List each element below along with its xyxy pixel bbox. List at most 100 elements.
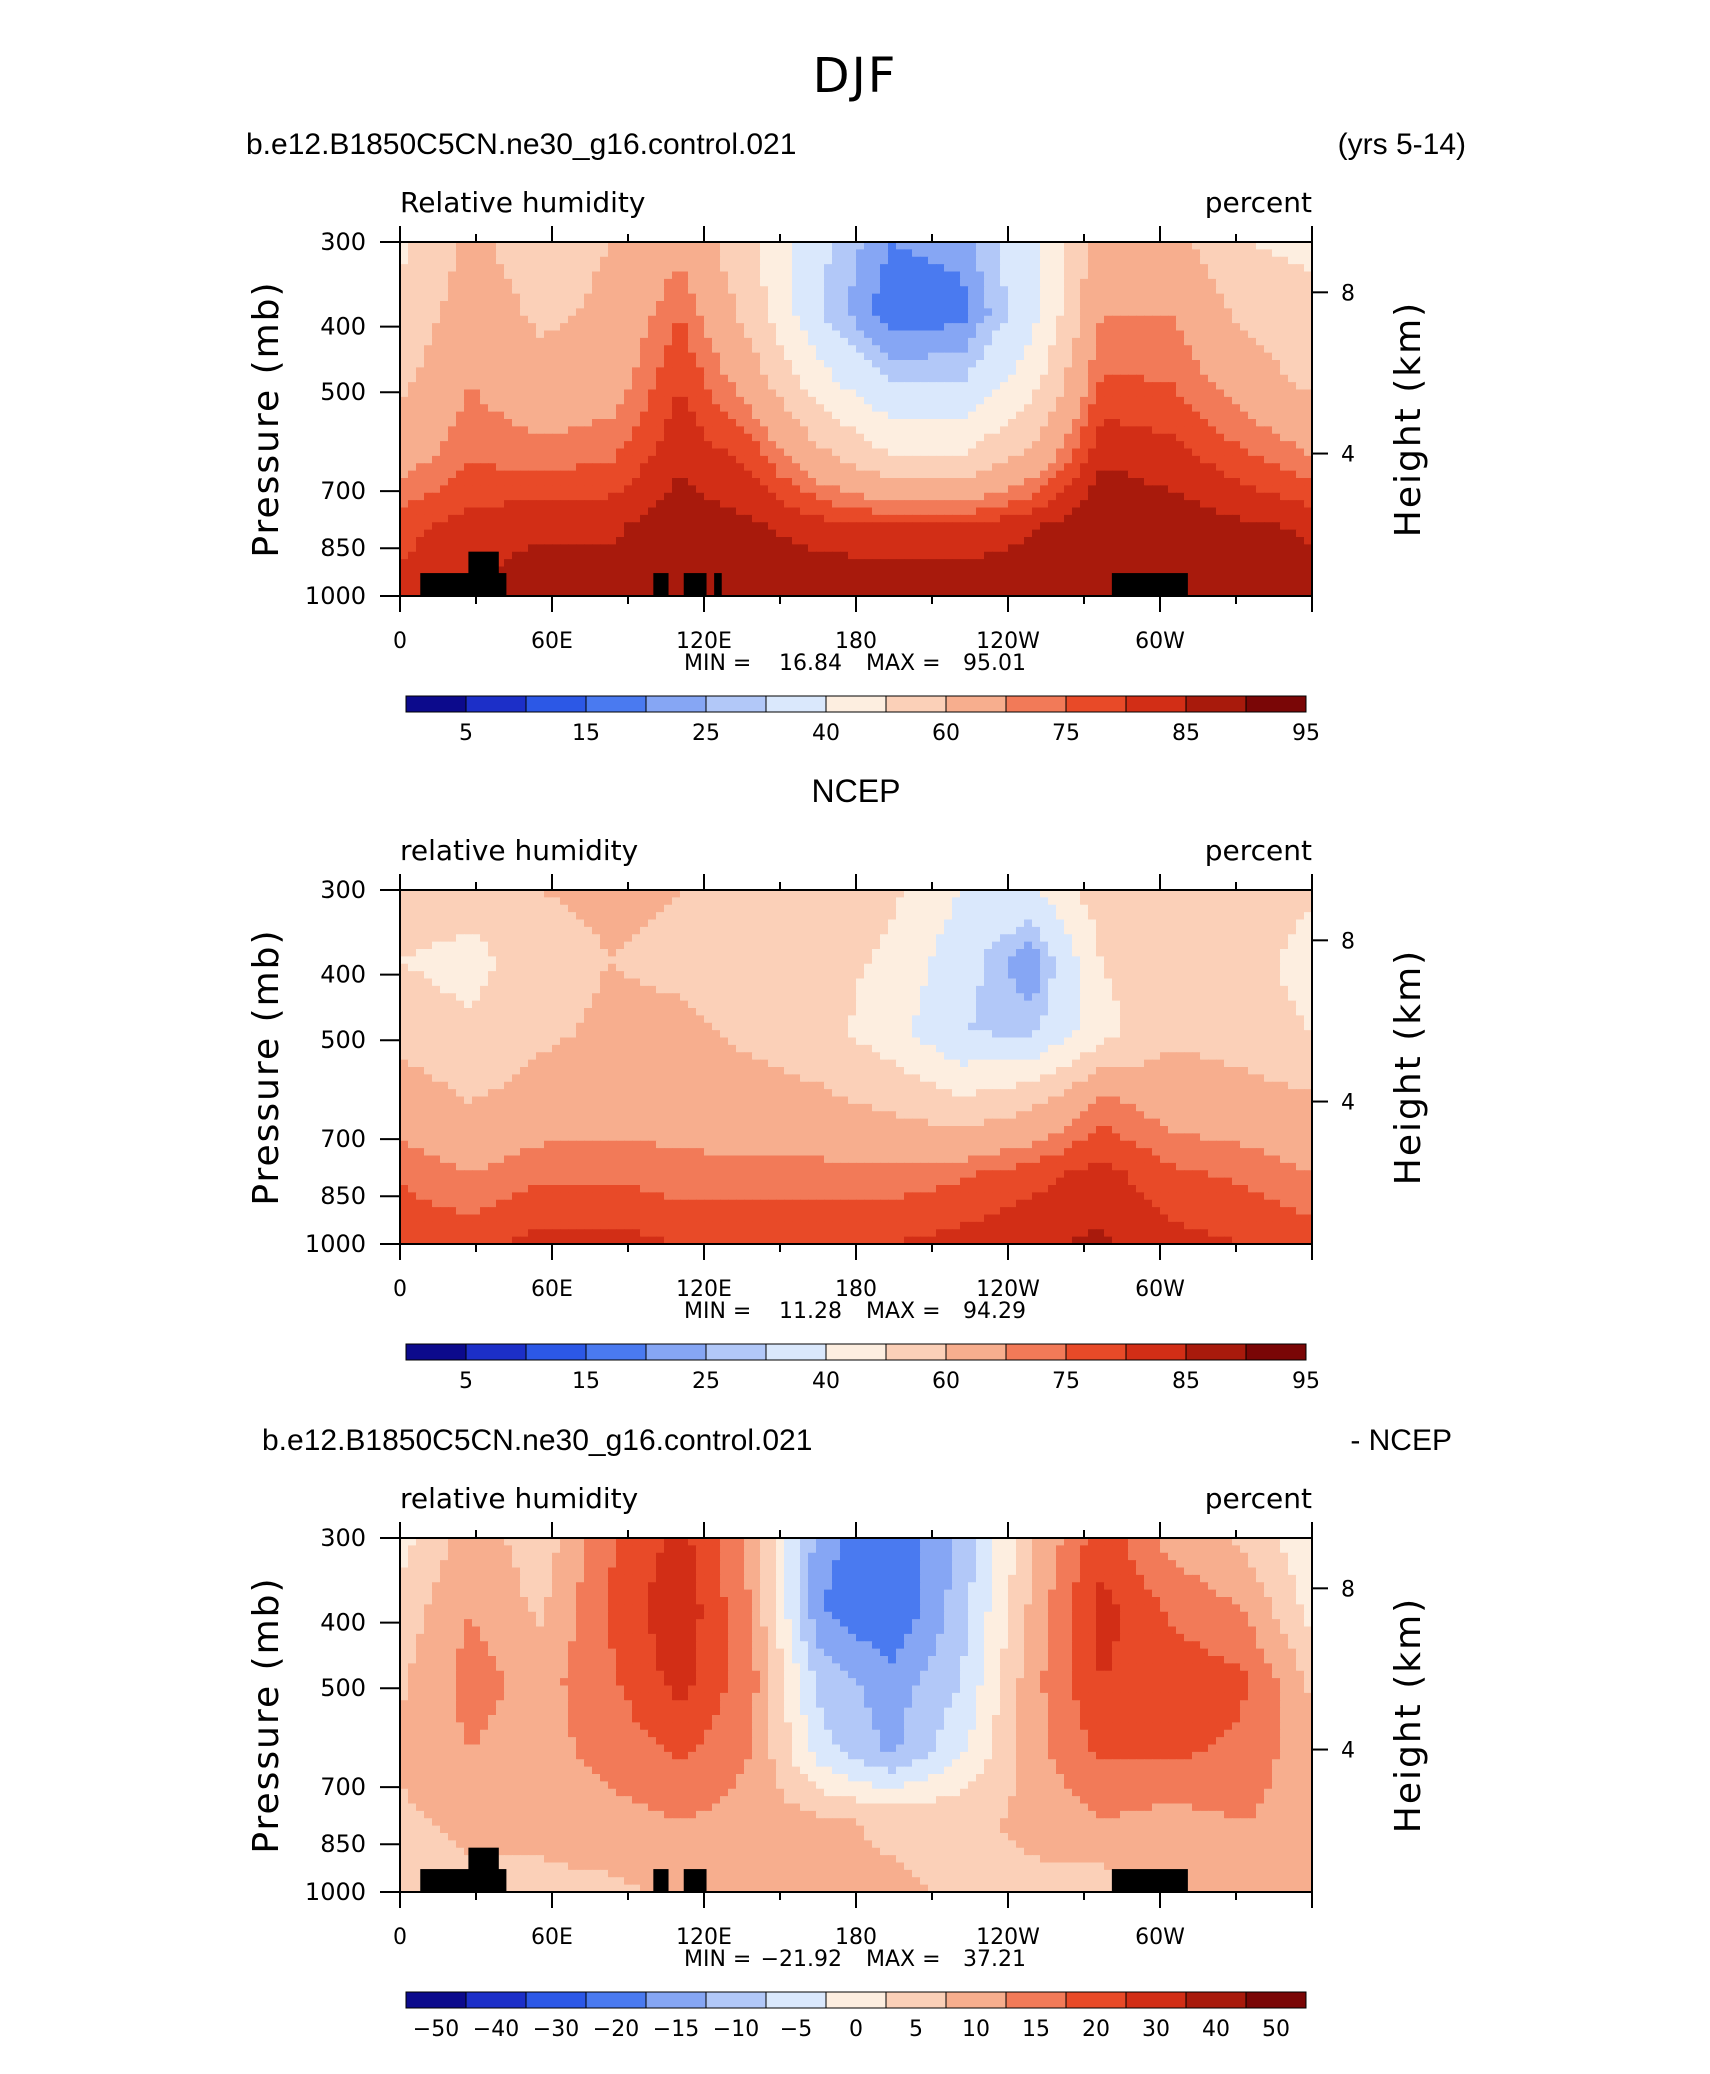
- contour-cell: [552, 264, 561, 273]
- contour-cell: [544, 529, 553, 538]
- contour-cell: [1088, 286, 1097, 295]
- contour-cell: [744, 492, 753, 501]
- contour-cell: [528, 323, 537, 332]
- contour-cell: [1264, 537, 1273, 545]
- contour-cell: [536, 323, 545, 332]
- contour-cell: [616, 551, 625, 560]
- contour-cell: [512, 433, 521, 442]
- contour-cell: [432, 264, 441, 273]
- contour-cell: [1264, 500, 1273, 509]
- contour-cell: [624, 478, 633, 486]
- contour-cell: [704, 514, 713, 523]
- contour-cell: [800, 463, 809, 472]
- contour-cell: [872, 352, 881, 361]
- contour-cell: [1216, 301, 1225, 309]
- contour-cell: [664, 330, 673, 339]
- contour-cell: [736, 470, 745, 479]
- contour-cell: [688, 256, 697, 265]
- contour-cell: [1008, 293, 1017, 302]
- contour-cell: [904, 278, 913, 287]
- contour-cell: [568, 360, 577, 368]
- contour-cell: [1240, 463, 1249, 472]
- contour-cell: [464, 492, 473, 501]
- contour-cell: [1280, 551, 1289, 560]
- contour-cell: [1096, 551, 1105, 560]
- contour-cell: [1040, 404, 1049, 413]
- contour-cell: [808, 426, 817, 435]
- contour-cell: [1000, 478, 1009, 486]
- contour-cell: [832, 507, 841, 516]
- contour-cell: [704, 537, 713, 545]
- contour-cell: [1128, 315, 1137, 324]
- contour-cell: [584, 264, 593, 273]
- contour-cell: [960, 433, 969, 442]
- contour-cell: [968, 419, 977, 427]
- contour-cell: [632, 411, 641, 420]
- contour-cell: [488, 529, 497, 538]
- contour-cell: [1296, 271, 1305, 280]
- contour-cell: [632, 419, 641, 427]
- contour-cell: [1104, 315, 1113, 324]
- contour-cell: [696, 271, 705, 280]
- contour-cell: [496, 271, 505, 280]
- contour-cell: [1072, 345, 1081, 354]
- contour-cell: [1296, 500, 1305, 509]
- contour-cell: [1000, 271, 1009, 280]
- contour-cell: [1192, 360, 1201, 368]
- contour-cell: [1016, 441, 1025, 450]
- contour-cell: [1256, 455, 1265, 464]
- contour-cell: [576, 278, 585, 287]
- contour-cell: [920, 478, 929, 486]
- contour-cell: [1080, 537, 1089, 545]
- contour-cell: [928, 345, 937, 354]
- contour-cell: [1048, 389, 1057, 398]
- contour-cell: [656, 478, 665, 486]
- contour-cell: [1128, 264, 1137, 273]
- contour-cell: [672, 345, 681, 354]
- contour-cell: [1128, 455, 1137, 464]
- contour-cell: [976, 286, 985, 295]
- contour-cell: [888, 301, 897, 309]
- contour-cell: [520, 455, 529, 464]
- contour-cell: [1128, 529, 1137, 538]
- contour-cell: [792, 455, 801, 464]
- contour-cell: [1304, 433, 1312, 442]
- contour-cell: [1040, 529, 1049, 538]
- contour-cell: [1256, 264, 1265, 273]
- contour-cell: [1224, 330, 1233, 339]
- contour-cell: [1208, 256, 1217, 265]
- contour-cell: [1176, 537, 1185, 545]
- contour-cell: [1224, 448, 1233, 457]
- contour-cell: [1144, 396, 1153, 405]
- contour-cell: [400, 411, 409, 420]
- contour-cell: [832, 345, 841, 354]
- contour-cell: [424, 404, 433, 413]
- contour-cell: [1072, 286, 1081, 295]
- contour-cell: [496, 559, 505, 568]
- contour-cell: [928, 337, 937, 346]
- contour-cell: [1184, 374, 1193, 383]
- contour-cell: [1096, 330, 1105, 339]
- contour-cell: [1160, 544, 1169, 553]
- contour-cell: [792, 256, 801, 265]
- contour-cell: [952, 500, 961, 509]
- contour-cell: [408, 448, 417, 457]
- contour-cell: [1160, 411, 1169, 420]
- contour-cell: [1216, 396, 1225, 405]
- contour-cell: [1192, 242, 1201, 250]
- contour-cell: [808, 352, 817, 361]
- contour-cell: [1296, 404, 1305, 413]
- contour-cell: [528, 514, 537, 523]
- contour-cell: [1152, 492, 1161, 501]
- contour-cell: [1168, 301, 1177, 309]
- contour-cell: [840, 411, 849, 420]
- contour-cell: [1248, 367, 1257, 376]
- contour-cell: [456, 522, 465, 531]
- contour-cell: [840, 360, 849, 368]
- contour-cell: [920, 286, 929, 295]
- contour-cell: [1048, 360, 1057, 368]
- contour-cell: [880, 404, 889, 413]
- contour-cell: [984, 522, 993, 531]
- contour-cell: [664, 537, 673, 545]
- contour-cell: [776, 500, 785, 509]
